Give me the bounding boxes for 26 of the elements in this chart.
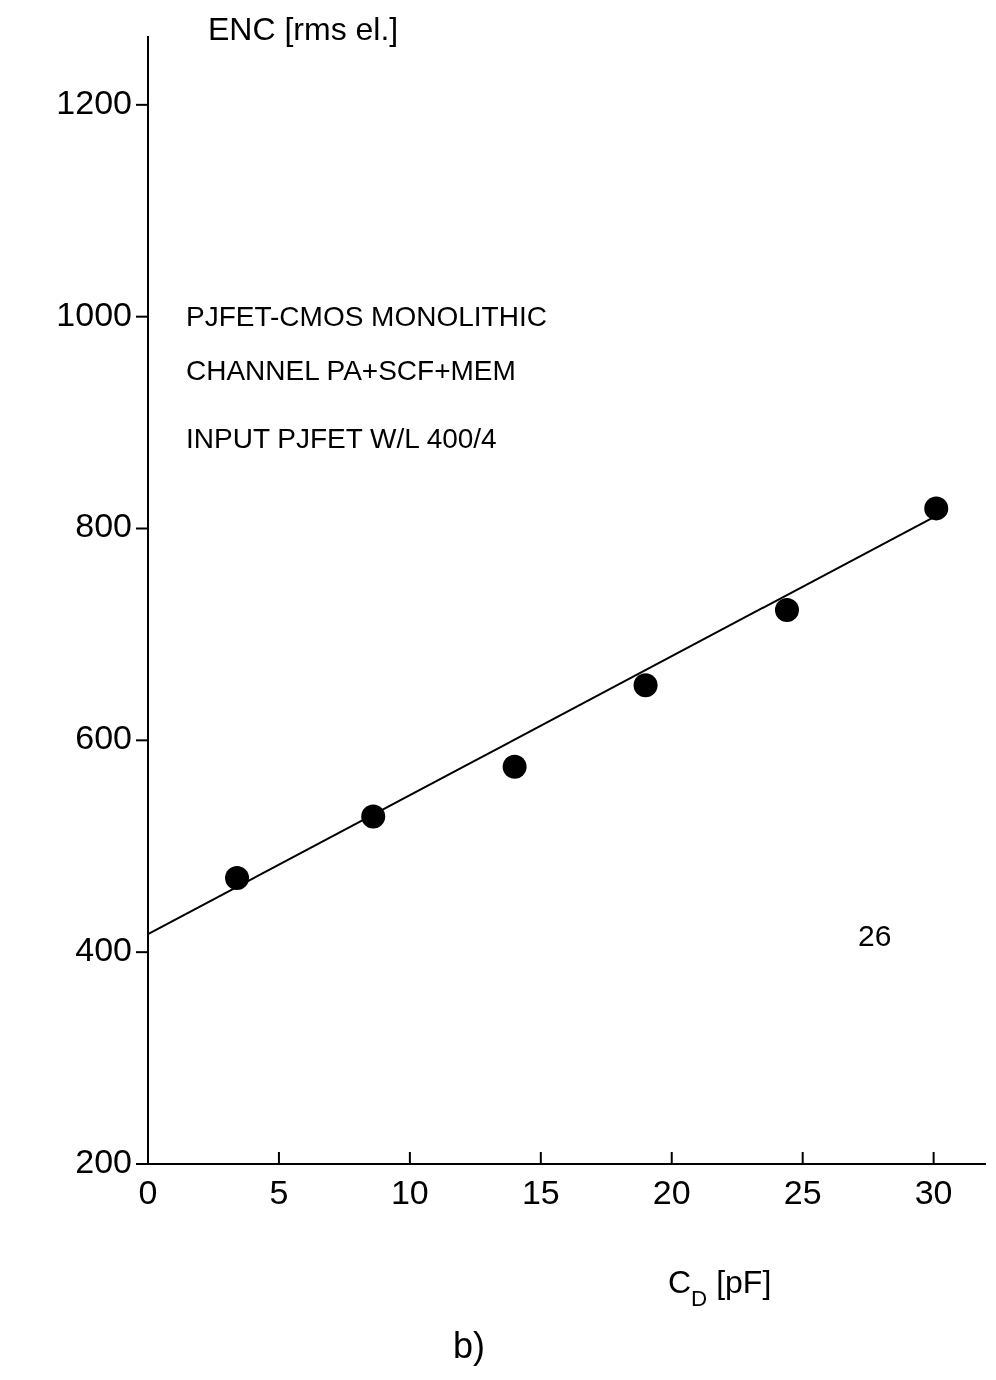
point <box>502 754 527 779</box>
x-tick-label: 20 <box>652 1173 691 1211</box>
point <box>361 804 386 829</box>
x-tick-label: 0 <box>138 1173 158 1211</box>
y-tick-label: 200 <box>75 1141 132 1180</box>
y-tick-label: 800 <box>75 506 132 545</box>
y-tick-label: 400 <box>75 930 132 969</box>
point <box>225 866 250 891</box>
y-axis-title: ENC [rms el.] <box>208 11 399 47</box>
point <box>633 673 658 698</box>
x-tick-label: 25 <box>783 1173 822 1211</box>
x-tick-label: 30 <box>914 1173 953 1211</box>
point <box>774 598 799 623</box>
x-tick-label: 5 <box>269 1173 289 1211</box>
y-tick-label: 600 <box>75 718 132 757</box>
annotation: 26 <box>858 919 892 952</box>
y-tick-label: 1000 <box>56 294 132 333</box>
annotation: CHANNEL PA+SCF+MEM <box>186 355 516 386</box>
x-tick-label: 15 <box>521 1173 560 1211</box>
x-tick-label: 10 <box>390 1173 429 1211</box>
annotation: INPUT PJFET W/L 400/4 <box>186 423 497 454</box>
y-tick-label: 1200 <box>56 82 132 121</box>
x-axis-title: C$_{D}$ [pF] <box>668 1264 772 1311</box>
text: b) <box>453 1325 486 1366</box>
annotation: PJFET-CMOS MONOLITHIC <box>186 301 547 332</box>
point <box>924 496 949 521</box>
